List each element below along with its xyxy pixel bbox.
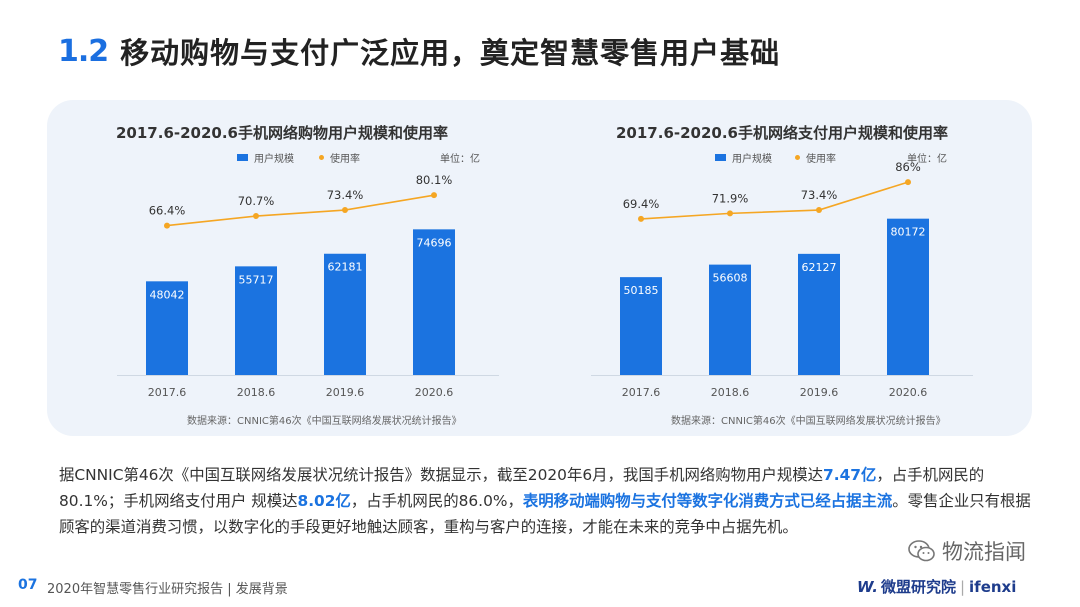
chart-title: 2017.6-2020.6手机网络购物用户规模和使用率: [116, 124, 448, 142]
line-swatch: [319, 155, 324, 160]
bar-2019.6: [324, 253, 366, 375]
rate-label: 73.4%: [801, 188, 838, 202]
page-number: 07: [18, 577, 38, 593]
x-tick-label: 2020.6: [415, 386, 454, 399]
rate-label: 73.4%: [327, 188, 364, 202]
section-title: 移动购物与支付广泛应用，奠定智慧零售用户基础: [120, 36, 781, 70]
wechat-label: 物流指闻: [942, 540, 1026, 564]
legend-bar: 用户规模: [715, 150, 772, 165]
x-tick-label: 2020.6: [889, 386, 928, 399]
x-tick-label: 2018.6: [711, 386, 750, 399]
brand-cn: 微盟研究院: [880, 578, 956, 596]
bar-label: 62127: [802, 261, 837, 274]
source-note: 数据来源：CNNIC第46次《中国互联网络发展状况统计报告》: [671, 416, 946, 427]
legend-bar: 用户规模: [237, 150, 294, 165]
body-text: 据CNNIC第46次《中国互联网络发展状况统计报告》数据显示，截至2020年6月…: [59, 466, 824, 484]
x-tick-label: 2017.6: [622, 386, 661, 399]
bar-label: 55717: [239, 273, 274, 286]
legend-bar-label: 用户规模: [732, 154, 772, 165]
highlight-statement: 表明移动端购物与支付等数字化消费方式已经占据主流: [522, 492, 893, 510]
x-tick-label: 2018.6: [237, 386, 276, 399]
bar-2020.6: [413, 229, 455, 375]
rate-label: 69.4%: [623, 197, 660, 211]
bar-2019.6: [798, 253, 840, 375]
rate-label: 70.7%: [238, 194, 275, 208]
legend-line: 使用率: [319, 150, 360, 165]
section-number: 1.2: [58, 33, 109, 69]
summary-paragraph: 据CNNIC第46次《中国互联网络发展状况统计报告》数据显示，截至2020年6月…: [59, 462, 1044, 540]
x-tick-label: 2017.6: [148, 386, 187, 399]
line-swatch: [795, 155, 800, 160]
bar-swatch: [237, 154, 248, 161]
rate-point: [342, 207, 348, 214]
bar-label: 80172: [891, 226, 926, 239]
rate-point: [431, 192, 437, 199]
rate-point: [164, 222, 170, 229]
legend-line-label: 使用率: [806, 154, 836, 165]
footer-text: 2020年智慧零售行业研究报告 | 发展背景: [47, 582, 288, 597]
rate-label: 71.9%: [712, 191, 749, 205]
bar-label: 56608: [713, 272, 748, 285]
rate-point: [727, 210, 733, 217]
rate-point: [638, 215, 644, 222]
shopping-users-value: 7.47亿: [823, 466, 877, 484]
brand-separator: |: [959, 577, 966, 596]
x-tick-label: 2019.6: [326, 386, 365, 399]
brand-logo: W. 微盟研究院 | ifenxi: [857, 576, 1016, 597]
bar-label: 50185: [624, 284, 659, 297]
legend-line: 使用率: [795, 150, 836, 165]
rate-point: [905, 179, 911, 186]
rate-point: [816, 207, 822, 214]
brand-en: ifenxi: [969, 577, 1017, 596]
payment-users-value: 8.02亿: [297, 492, 351, 510]
body-text: ，占手机网民的86.0%，: [350, 492, 523, 510]
rate-label: 80.1%: [416, 173, 453, 187]
unit-label: 单位：亿: [440, 154, 480, 165]
rate-line: [640, 181, 909, 220]
legend-bar-label: 用户规模: [254, 154, 294, 165]
rate-label: 66.4%: [149, 204, 186, 218]
shopping-chart: 2017.6-2020.6手机网络购物用户规模和使用率 用户规模 使用率 单位：…: [47, 100, 517, 436]
source-note: 数据来源：CNNIC第46次《中国互联网络发展状况统计报告》: [187, 416, 462, 427]
rate-label: 86%: [895, 160, 921, 174]
bar-2017.6: [620, 277, 662, 375]
payment-chart: 2017.6-2020.6手机网络支付用户规模和使用率 用户规模 使用率 单位：…: [547, 100, 1017, 436]
wechat-watermark: 物流指闻: [908, 536, 1026, 566]
unit-label: 单位：亿: [907, 154, 947, 165]
page-title: 1.2 移动购物与支付广泛应用，奠定智慧零售用户基础: [58, 30, 780, 72]
body-text: ，占手机网民的80.1%；手机网络支付用户 规模达: [59, 466, 985, 510]
bar-swatch: [715, 154, 726, 161]
body-text: 。零售企业只有根据顾客的渠道消费习惯，以数字化的手段更好地触达顾客，重构与客户的…: [59, 492, 1031, 536]
bar-2018.6: [709, 264, 751, 375]
bar-2017.6: [146, 281, 188, 375]
rate-point: [253, 213, 259, 220]
bar-2018.6: [235, 266, 277, 375]
bar-label: 74696: [417, 236, 452, 249]
charts-panel: 2017.6-2020.6手机网络购物用户规模和使用率 用户规模 使用率 单位：…: [47, 100, 1032, 436]
chart-plot: 48042 2017.6 55717 2018.6 62181 2019.6 74696 20…: [117, 173, 499, 399]
legend-line-label: 使用率: [330, 154, 360, 165]
wechat-icon: [908, 540, 935, 562]
bar-2020.6: [887, 218, 929, 375]
chart-plot: 50185 2017.6 56608 2018.6 62127 2019.6 80172 20…: [591, 160, 973, 399]
bar-label: 62181: [328, 261, 363, 274]
weimeng-logo: W.: [857, 577, 878, 596]
rate-line: [166, 194, 435, 227]
x-tick-label: 2019.6: [800, 386, 839, 399]
bar-label: 48042: [150, 288, 185, 301]
chart-title: 2017.6-2020.6手机网络支付用户规模和使用率: [616, 124, 948, 142]
